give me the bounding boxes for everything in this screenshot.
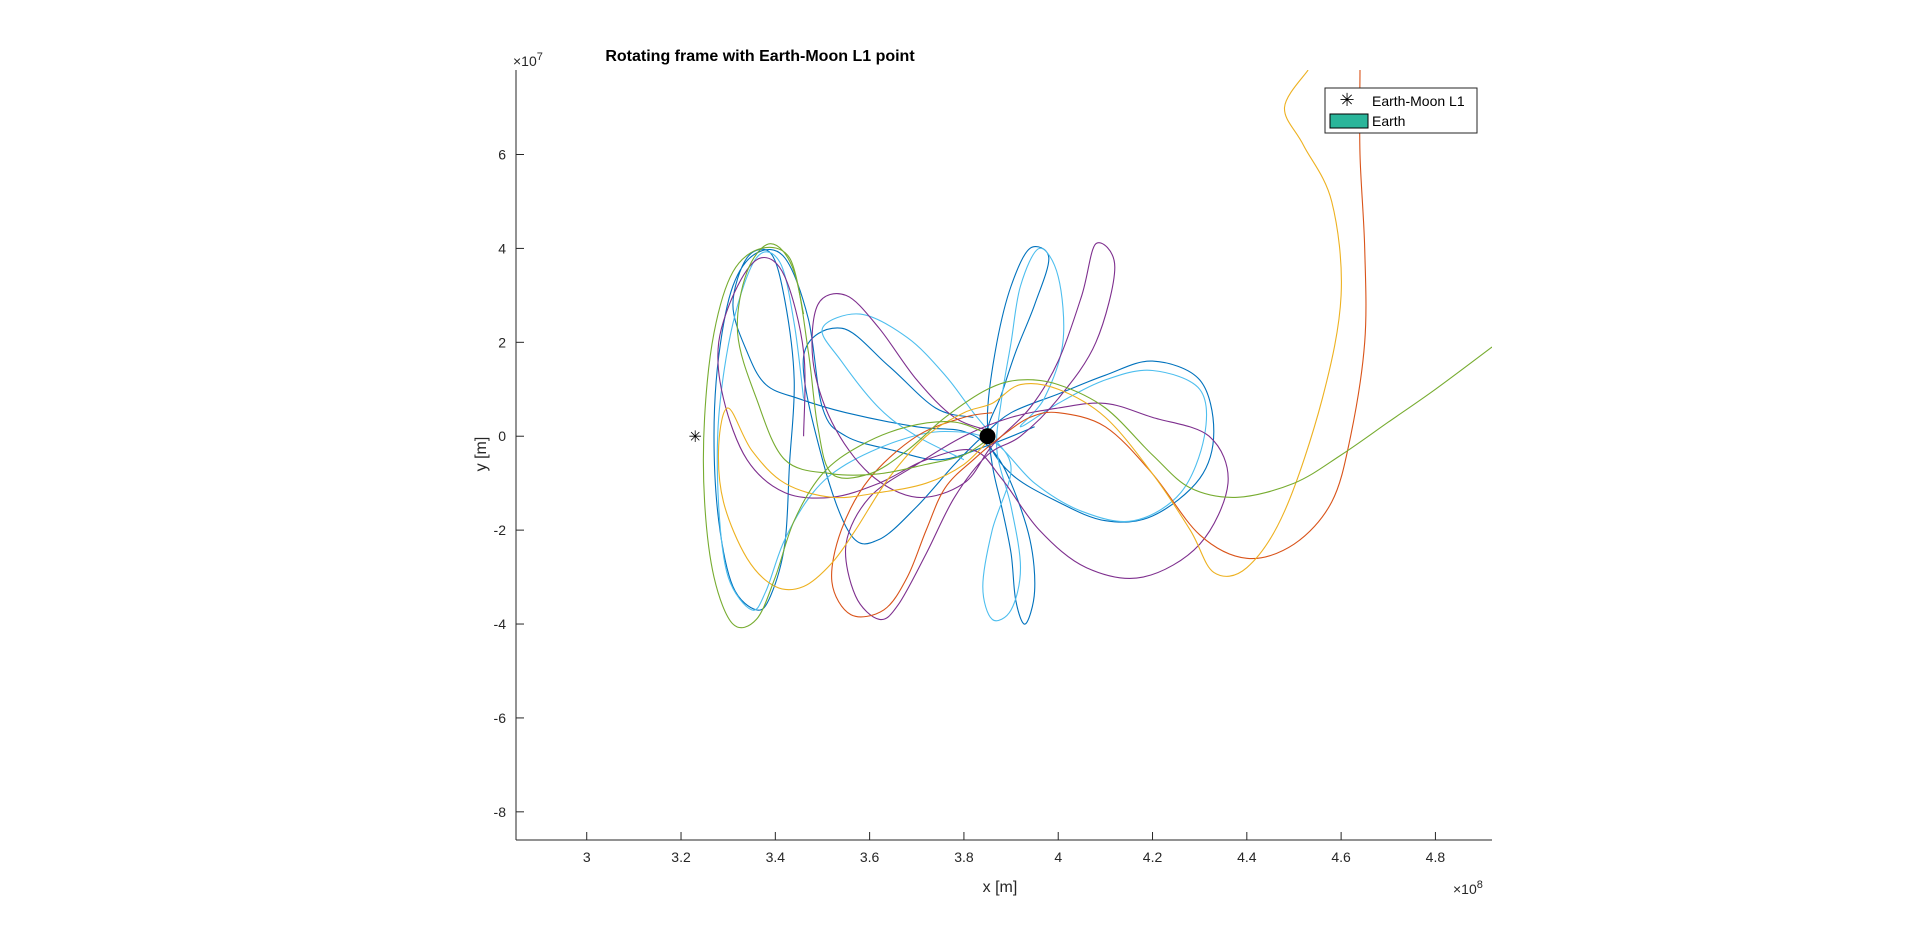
y-ticks: -8 -6 -4 -2 0 2 4 6 — [494, 147, 524, 820]
y-multiplier-exponent: 7 — [537, 51, 543, 63]
svg-text:×107: ×107 — [513, 51, 543, 69]
x-tick-label: 3.4 — [766, 849, 786, 865]
x-tick-label: 4.4 — [1237, 849, 1257, 865]
x-tick-label: 3.8 — [954, 849, 974, 865]
x-axis-label: x [m] — [983, 879, 1018, 896]
y-tick-label: -2 — [494, 522, 507, 538]
y-tick-label: 6 — [498, 147, 506, 163]
x-ticks: 3 3.2 3.4 3.6 3.8 4 4.2 4.4 4.6 4.8 — [583, 832, 1446, 865]
svg-text:×108: ×108 — [1453, 879, 1483, 897]
trajectory-line — [736, 243, 1492, 498]
axes: 3 3.2 3.4 3.6 3.8 4 4.2 4.4 4.6 4.8 -8 -6 -4 -2 0 2 4 6 — [494, 70, 1492, 865]
legend-marker-star: ✳ — [1339, 90, 1354, 110]
legend-item-earth: Earth — [1329, 113, 1405, 129]
marker-layer: ✳ — [688, 428, 996, 446]
y-tick-label: 4 — [498, 240, 506, 256]
legend-label-earth: Earth — [1372, 113, 1405, 129]
series-layer — [702, 70, 1492, 629]
legend: ✳ Earth-Moon L1 Earth — [1324, 87, 1478, 134]
x-tick-label: 3.2 — [671, 849, 691, 865]
trajectory-line — [713, 246, 1215, 625]
y-tick-label: -4 — [494, 616, 507, 632]
y-tick-label: -8 — [494, 804, 507, 820]
x-multiplier-exponent: 8 — [1477, 879, 1483, 891]
legend-swatch-earth — [1329, 113, 1369, 129]
trajectory-line — [702, 246, 993, 629]
x-tick-label: 4.2 — [1143, 849, 1163, 865]
y-tick-label: 2 — [498, 334, 506, 350]
trajectory-line — [717, 242, 1229, 621]
y-tick-label: -6 — [494, 710, 507, 726]
x-tick-label: 4 — [1054, 849, 1062, 865]
x-multiplier: ×10 — [1453, 881, 1477, 897]
l1-point-marker: ✳ — [688, 429, 701, 446]
y-exponent-label: ×107 — [513, 51, 543, 69]
y-axis-label: y [m] — [473, 437, 490, 472]
legend-label-l1: Earth-Moon L1 — [1372, 93, 1465, 109]
trajectory-line — [716, 247, 1208, 622]
earth-marker — [979, 428, 996, 445]
legend-item-l1: ✳ Earth-Moon L1 — [1339, 90, 1464, 110]
y-multiplier: ×10 — [513, 53, 537, 69]
x-tick-label: 3.6 — [860, 849, 880, 865]
chart-title: Rotating frame with Earth-Moon L1 point — [605, 48, 915, 65]
x-tick-label: 4.6 — [1331, 849, 1351, 865]
plot-area: ✳ — [688, 70, 1492, 629]
trajectory-line — [831, 70, 1367, 618]
trajectory-line — [717, 70, 1342, 591]
y-tick-label: 0 — [498, 428, 506, 444]
x-tick-label: 3 — [583, 849, 591, 865]
x-exponent-label: ×108 — [1453, 879, 1483, 897]
x-tick-label: 4.8 — [1426, 849, 1446, 865]
